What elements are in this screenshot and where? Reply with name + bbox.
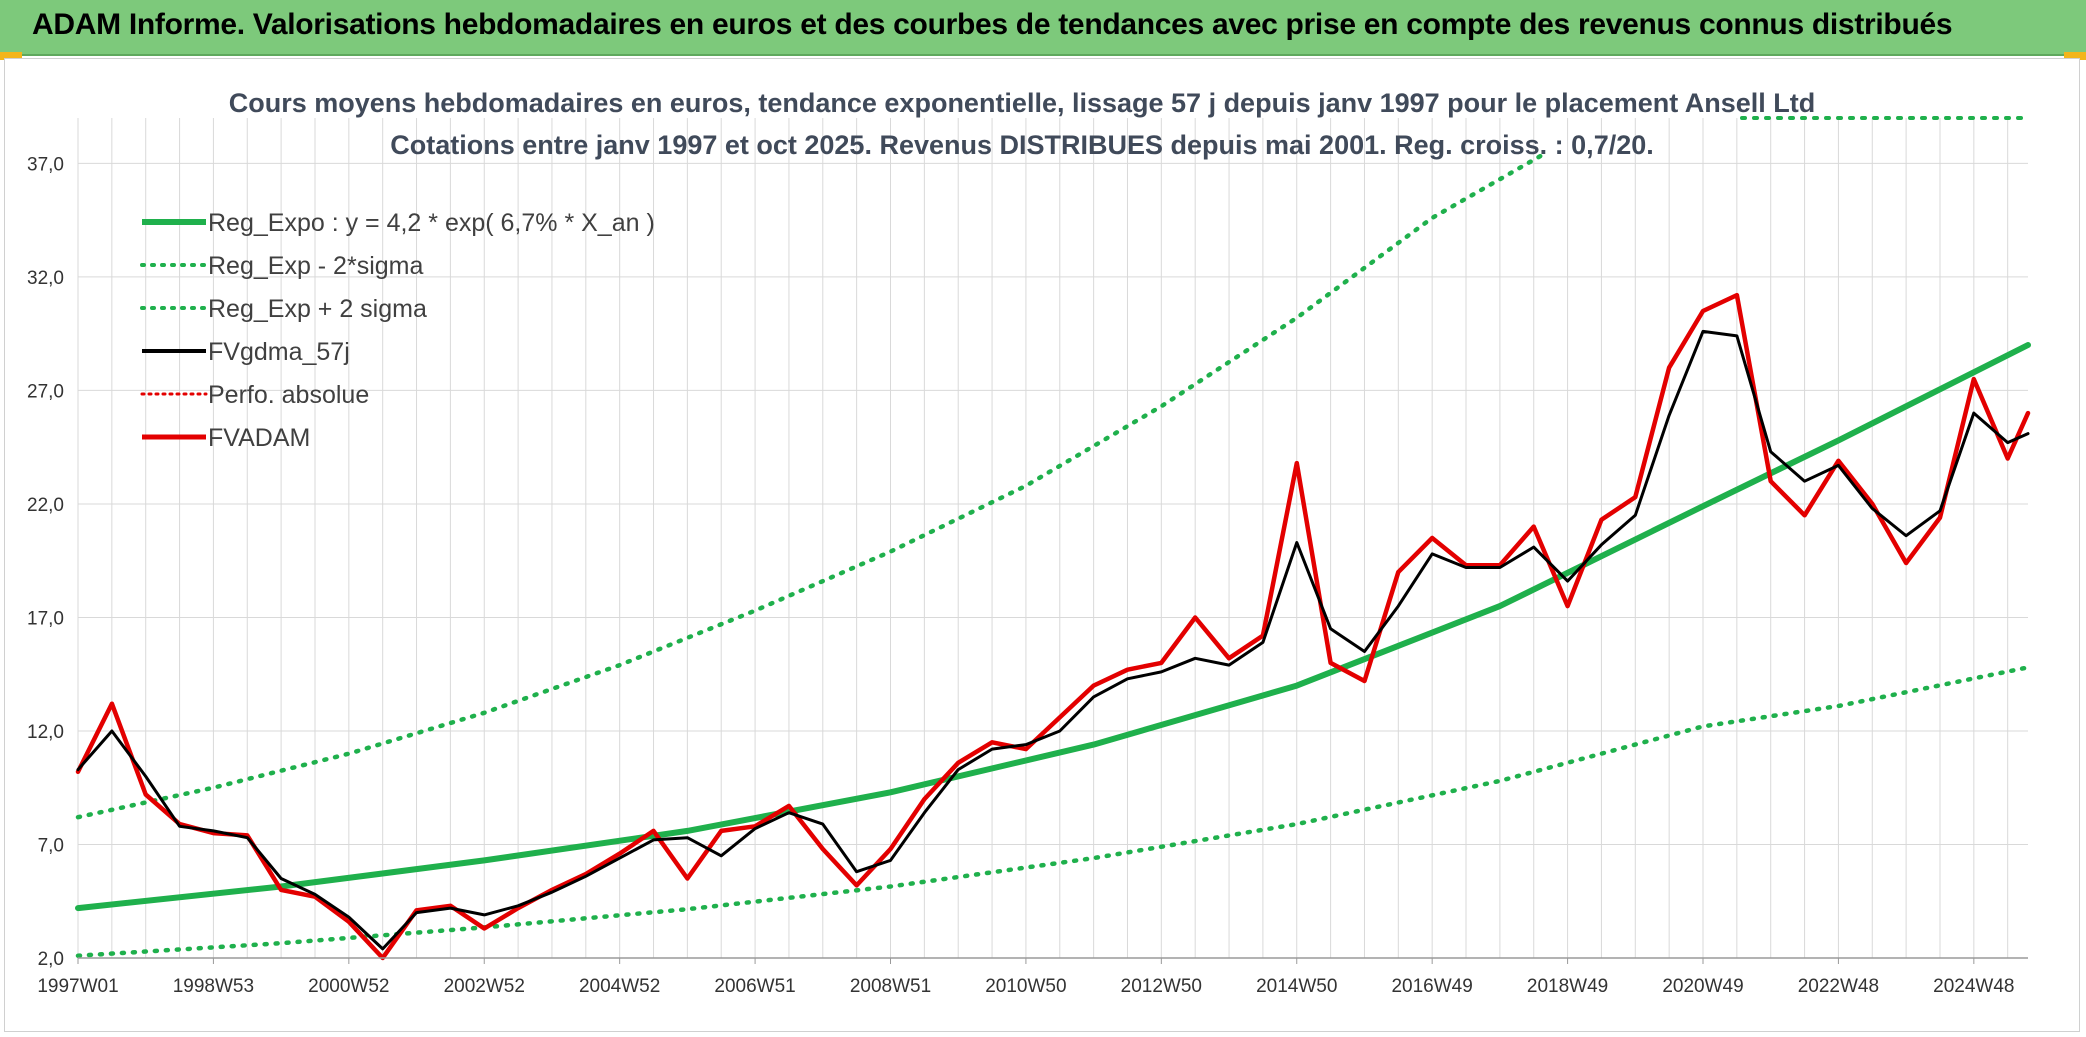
x-tick-label: 2004W52 (579, 976, 660, 997)
x-tick-label: 2002W52 (444, 976, 525, 997)
chart-area (4, 58, 2080, 1032)
y-tick-label: 32,0 (27, 268, 64, 289)
legend-label-perfo: Perfo. absolue (208, 381, 369, 409)
series-reg-expo (75, 342, 2031, 912)
y-tick-label: 7,0 (38, 835, 64, 856)
series-fvadam (75, 292, 2031, 961)
legend-label-reg-expo: Reg_Expo : y = 4,2 * exp( 6,7% * X_an ) (208, 209, 655, 237)
x-tick-label: 2014W50 (1256, 976, 1337, 997)
chart-title-line1: Cours moyens hebdomadaires en euros, ten… (229, 88, 1816, 118)
legend-label-fvadam: FVADAM (208, 424, 310, 452)
y-tick-label: 37,0 (27, 154, 64, 175)
corner-accent-left (0, 52, 22, 60)
x-tick-label: 1998W53 (173, 976, 254, 997)
series-reg-minus-2sigma (75, 665, 2031, 958)
x-tick-label: 2012W50 (1121, 976, 1202, 997)
x-tick-label: 2020W49 (1662, 976, 1743, 997)
report-header: ADAM Informe. Valorisations hebdomadaire… (0, 0, 2086, 56)
series-reg-plus-2sigma (75, 149, 1550, 820)
y-tick-label: 22,0 (27, 495, 64, 516)
y-tick-label: 2,0 (38, 949, 64, 970)
x-tick-label: 1997W01 (37, 976, 118, 997)
x-tick-label: 2006W51 (714, 976, 795, 997)
gridlines (77, 118, 2028, 959)
legend: Reg_Expo : y = 4,2 * exp( 6,7% * X_an ) … (140, 209, 655, 452)
axes: 2,0 7,0 12,0 17,0 22,0 27,0 32,0 37,0 1997W01 199… (27, 154, 2028, 997)
x-tick-label: 2024W48 (1933, 976, 2014, 997)
report-title: ADAM Informe. Valorisations hebdomadaire… (32, 8, 1953, 41)
x-tick-label: 2022W48 (1798, 976, 1879, 997)
corner-accent-right (2064, 52, 2086, 60)
x-tick-label: 2008W51 (850, 976, 931, 997)
y-tick-label: 12,0 (27, 722, 64, 743)
series-fvgdma-57j (76, 329, 2030, 951)
x-tick-label: 2000W52 (308, 976, 389, 997)
legend-label-reg-plus: Reg_Exp + 2 sigma (208, 295, 427, 323)
series-group (75, 149, 2031, 961)
x-tick-label: 2018W49 (1527, 976, 1608, 997)
chart-title-line2: Cotations entre janv 1997 et oct 2025. R… (390, 130, 1654, 160)
x-tick-label: 2016W49 (1391, 976, 1472, 997)
y-tick-label: 27,0 (27, 381, 64, 402)
legend-label-reg-minus: Reg_Exp - 2*sigma (208, 252, 423, 280)
y-tick-label: 17,0 (27, 608, 64, 629)
legend-label-fvgdma: FVgdma_57j (208, 338, 350, 366)
x-tick-label: 2010W50 (985, 976, 1066, 997)
